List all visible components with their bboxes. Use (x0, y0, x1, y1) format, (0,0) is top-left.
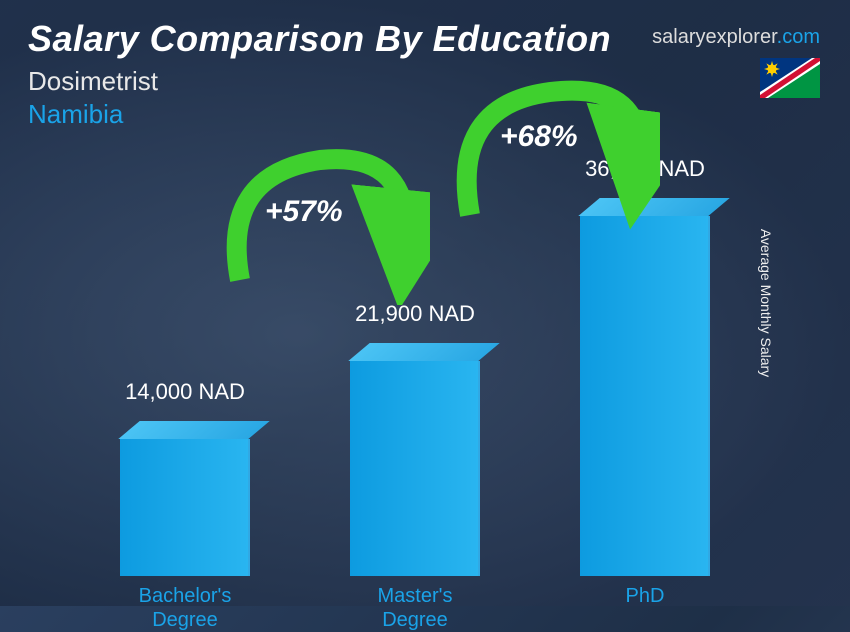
y-axis-label: Average Monthly Salary (758, 229, 774, 377)
brand-logo: salaryexplorer.com (652, 26, 820, 49)
bar: 36,700 NAD (580, 198, 710, 576)
bar-front-face (120, 439, 250, 576)
increase-arrow-icon (440, 80, 660, 240)
bar-label: Master'sDegree (330, 584, 500, 632)
namibia-flag-icon (760, 58, 820, 98)
bar-label: PhD (560, 584, 730, 608)
bar: 14,000 NAD (120, 421, 250, 576)
bar-group: 36,700 NAD PhD (560, 198, 730, 576)
bar-label: Bachelor'sDegree (100, 584, 270, 632)
bar-front-face (350, 361, 480, 576)
bar-group: 14,000 NAD Bachelor'sDegree (100, 421, 270, 576)
increase-percent: +68% (500, 120, 578, 154)
bar-top-face (118, 421, 269, 439)
bar-value: 14,000 NAD (125, 379, 245, 405)
bar: 21,900 NAD (350, 343, 480, 576)
brand-name: salaryexplorer (652, 26, 777, 48)
country-name: Namibia (28, 99, 822, 130)
brand-domain: .com (777, 26, 820, 48)
bar-value: 21,900 NAD (355, 301, 475, 327)
bar-top-face (348, 343, 499, 361)
job-title: Dosimetrist (28, 66, 822, 97)
bar-group: 21,900 NAD Master'sDegree (330, 343, 500, 576)
bar-front-face (580, 216, 710, 576)
increase-percent: +57% (265, 195, 343, 229)
